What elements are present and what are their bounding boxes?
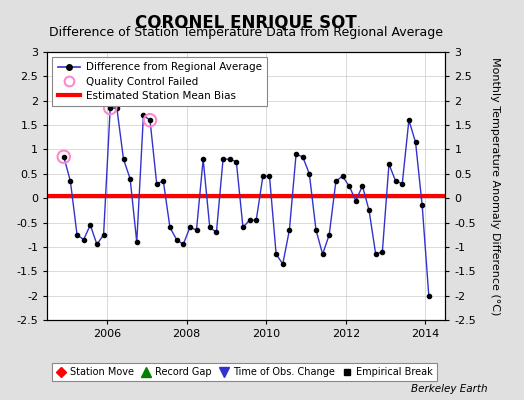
- Point: [345, 183, 353, 189]
- Point: [166, 224, 174, 231]
- Point: [100, 232, 108, 238]
- Point: [292, 151, 300, 158]
- Point: [424, 292, 433, 299]
- Point: [172, 236, 181, 243]
- Point: [146, 117, 154, 124]
- Point: [80, 236, 88, 243]
- Point: [332, 178, 340, 184]
- Point: [391, 178, 400, 184]
- Point: [352, 198, 360, 204]
- Point: [139, 112, 148, 118]
- Point: [185, 224, 194, 231]
- Point: [272, 251, 280, 258]
- Point: [192, 227, 201, 233]
- Point: [245, 217, 254, 223]
- Point: [73, 232, 81, 238]
- Point: [119, 156, 128, 162]
- Y-axis label: Monthly Temperature Anomaly Difference (°C): Monthly Temperature Anomaly Difference (…: [490, 57, 500, 315]
- Point: [60, 154, 68, 160]
- Point: [219, 156, 227, 162]
- Point: [239, 224, 247, 231]
- Point: [299, 154, 307, 160]
- Point: [312, 227, 320, 233]
- Point: [372, 251, 380, 258]
- Point: [106, 105, 114, 111]
- Point: [305, 171, 313, 177]
- Point: [378, 248, 387, 255]
- Point: [385, 161, 393, 167]
- Point: [358, 183, 367, 189]
- Point: [133, 239, 141, 245]
- Point: [339, 173, 347, 180]
- Point: [259, 173, 267, 180]
- Point: [66, 178, 74, 184]
- Point: [159, 178, 168, 184]
- Point: [179, 241, 188, 248]
- Point: [252, 217, 260, 223]
- Point: [205, 224, 214, 231]
- Point: [212, 229, 221, 236]
- Point: [405, 117, 413, 124]
- Legend: Station Move, Record Gap, Time of Obs. Change, Empirical Break: Station Move, Record Gap, Time of Obs. C…: [52, 363, 437, 381]
- Point: [319, 251, 327, 258]
- Text: Difference of Station Temperature Data from Regional Average: Difference of Station Temperature Data f…: [49, 26, 443, 39]
- Point: [232, 158, 241, 165]
- Point: [93, 241, 101, 248]
- Point: [325, 232, 333, 238]
- Point: [265, 173, 274, 180]
- Point: [86, 222, 94, 228]
- Text: CORONEL ENRIQUE SOT: CORONEL ENRIQUE SOT: [135, 14, 357, 32]
- Text: Berkeley Earth: Berkeley Earth: [411, 384, 487, 394]
- Point: [225, 156, 234, 162]
- Point: [285, 227, 293, 233]
- Point: [113, 105, 121, 111]
- Point: [106, 105, 114, 111]
- Point: [199, 156, 208, 162]
- Point: [279, 261, 287, 267]
- Point: [60, 154, 68, 160]
- Point: [398, 180, 407, 187]
- Point: [365, 207, 373, 214]
- Point: [152, 180, 161, 187]
- Point: [146, 117, 154, 124]
- Point: [126, 176, 134, 182]
- Point: [418, 202, 427, 209]
- Point: [411, 139, 420, 145]
